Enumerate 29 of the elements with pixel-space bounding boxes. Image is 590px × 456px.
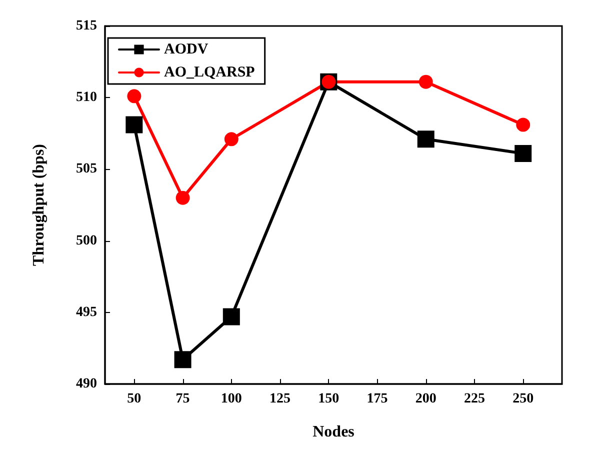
- y-tick-label: 500: [76, 233, 97, 248]
- point: [514, 144, 532, 162]
- point: [418, 74, 433, 89]
- x-tick-label: 150: [318, 392, 340, 406]
- y-tick-label: 510: [76, 90, 97, 106]
- point: [224, 132, 238, 146]
- x-tick-label: 75: [176, 392, 190, 406]
- x-tick-label: 250: [512, 392, 534, 406]
- point: [126, 116, 143, 134]
- x-tick-label: 225: [464, 392, 485, 406]
- point: [176, 190, 190, 205]
- x-axis-title: Nodes: [312, 424, 354, 440]
- legend-label: AO_LQARSP: [164, 64, 255, 80]
- point: [127, 89, 142, 104]
- y-axis-title: Throughput (bps): [30, 144, 48, 266]
- legend-label: AODV: [164, 42, 208, 58]
- y-tick-label: 515: [76, 18, 97, 34]
- point: [417, 130, 434, 148]
- point: [174, 351, 192, 368]
- point: [222, 308, 240, 326]
- x-tick-label: 50: [127, 392, 142, 406]
- y-tick-label: 490: [76, 376, 97, 392]
- x-tick-label: 125: [270, 392, 291, 406]
- y-tick-label: 495: [76, 304, 97, 320]
- x-tick-label: 100: [220, 392, 242, 406]
- y-tick-label: 505: [76, 162, 97, 177]
- x-tick-label: 200: [415, 392, 436, 406]
- x-tick-label: 175: [366, 392, 388, 406]
- point: [516, 118, 530, 132]
